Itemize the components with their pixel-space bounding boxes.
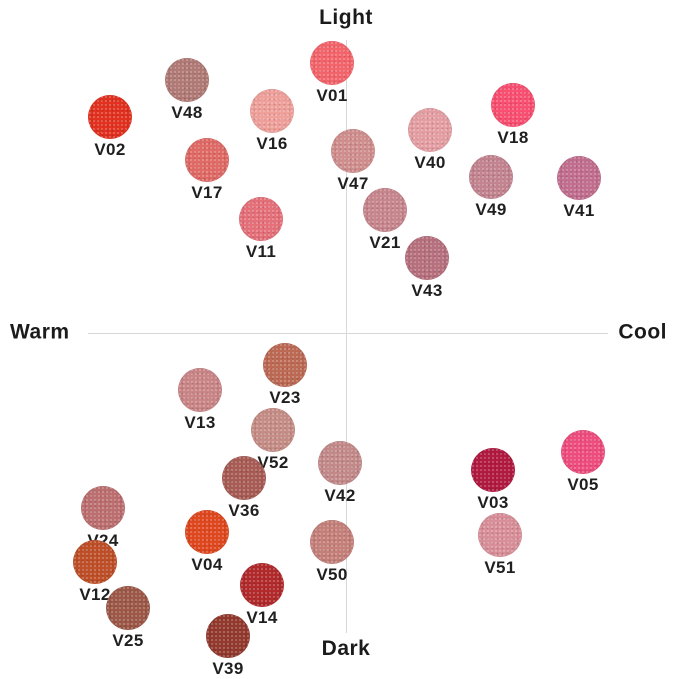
shade-color-dot [310, 41, 354, 85]
shade-label: V18 [497, 128, 529, 147]
shade-label: V40 [414, 153, 446, 172]
shade-label: V41 [563, 201, 595, 220]
shade-label: V05 [567, 475, 599, 494]
shade-label: V21 [369, 233, 401, 252]
shade-label: V52 [257, 453, 289, 472]
shade-color-dot [250, 89, 294, 133]
shade-label: V39 [212, 659, 244, 678]
shade-color-dot [561, 430, 605, 474]
shade-color-dot [331, 129, 375, 173]
shade-label: V04 [191, 555, 223, 574]
shade-label: V51 [484, 558, 516, 577]
axis-label-warm: Warm [10, 320, 70, 344]
shade-color-dot [471, 448, 515, 492]
shade-color-dot [165, 58, 209, 102]
shade-color-dot [318, 441, 362, 485]
shade-label: V12 [79, 585, 111, 604]
shade-color-dot [310, 520, 354, 564]
shade-label: V36 [228, 501, 260, 520]
shade-color-dot [240, 563, 284, 607]
shade-label: V50 [316, 565, 348, 584]
shade-label: V25 [112, 631, 144, 650]
shade-label: V43 [411, 281, 443, 300]
shade-label: V01 [316, 86, 348, 105]
shade-label: V42 [324, 486, 356, 505]
shade-label: V13 [184, 413, 216, 432]
shade-color-dot [73, 540, 117, 584]
shade-color-dot [206, 614, 250, 658]
shade-label: V47 [337, 174, 369, 193]
shade-color-dot [478, 513, 522, 557]
shade-color-dot [222, 456, 266, 500]
axis-label-cool: Cool [618, 320, 667, 344]
shade-color-dot [106, 586, 150, 630]
shade-label: V23 [269, 388, 301, 407]
shade-color-dot [263, 343, 307, 387]
shade-label: V49 [475, 200, 507, 219]
shade-color-dot [251, 408, 295, 452]
shade-label: V16 [256, 134, 288, 153]
shade-label: V17 [191, 183, 223, 202]
shade-color-dot [557, 156, 601, 200]
warm-cool-axis-line [88, 333, 608, 334]
axis-label-dark: Dark [321, 637, 371, 660]
shade-color-dot [408, 108, 452, 152]
shade-label: V48 [171, 103, 203, 122]
shade-color-dot [363, 188, 407, 232]
axis-label-light: Light [319, 6, 373, 29]
shade-color-dot [405, 236, 449, 280]
shade-label: V11 [245, 242, 277, 261]
shade-color-dot [239, 197, 283, 241]
light-dark-axis-line [346, 40, 347, 633]
shade-color-dot [185, 510, 229, 554]
shade-color-dot [88, 95, 132, 139]
shade-label: V02 [94, 140, 126, 159]
shade-color-dot [185, 138, 229, 182]
shade-color-dot [81, 486, 125, 530]
shade-color-dot [178, 368, 222, 412]
shade-label: V03 [477, 493, 509, 512]
shade-color-dot [491, 83, 535, 127]
shade-label: V14 [246, 608, 278, 627]
shade-color-dot [469, 155, 513, 199]
